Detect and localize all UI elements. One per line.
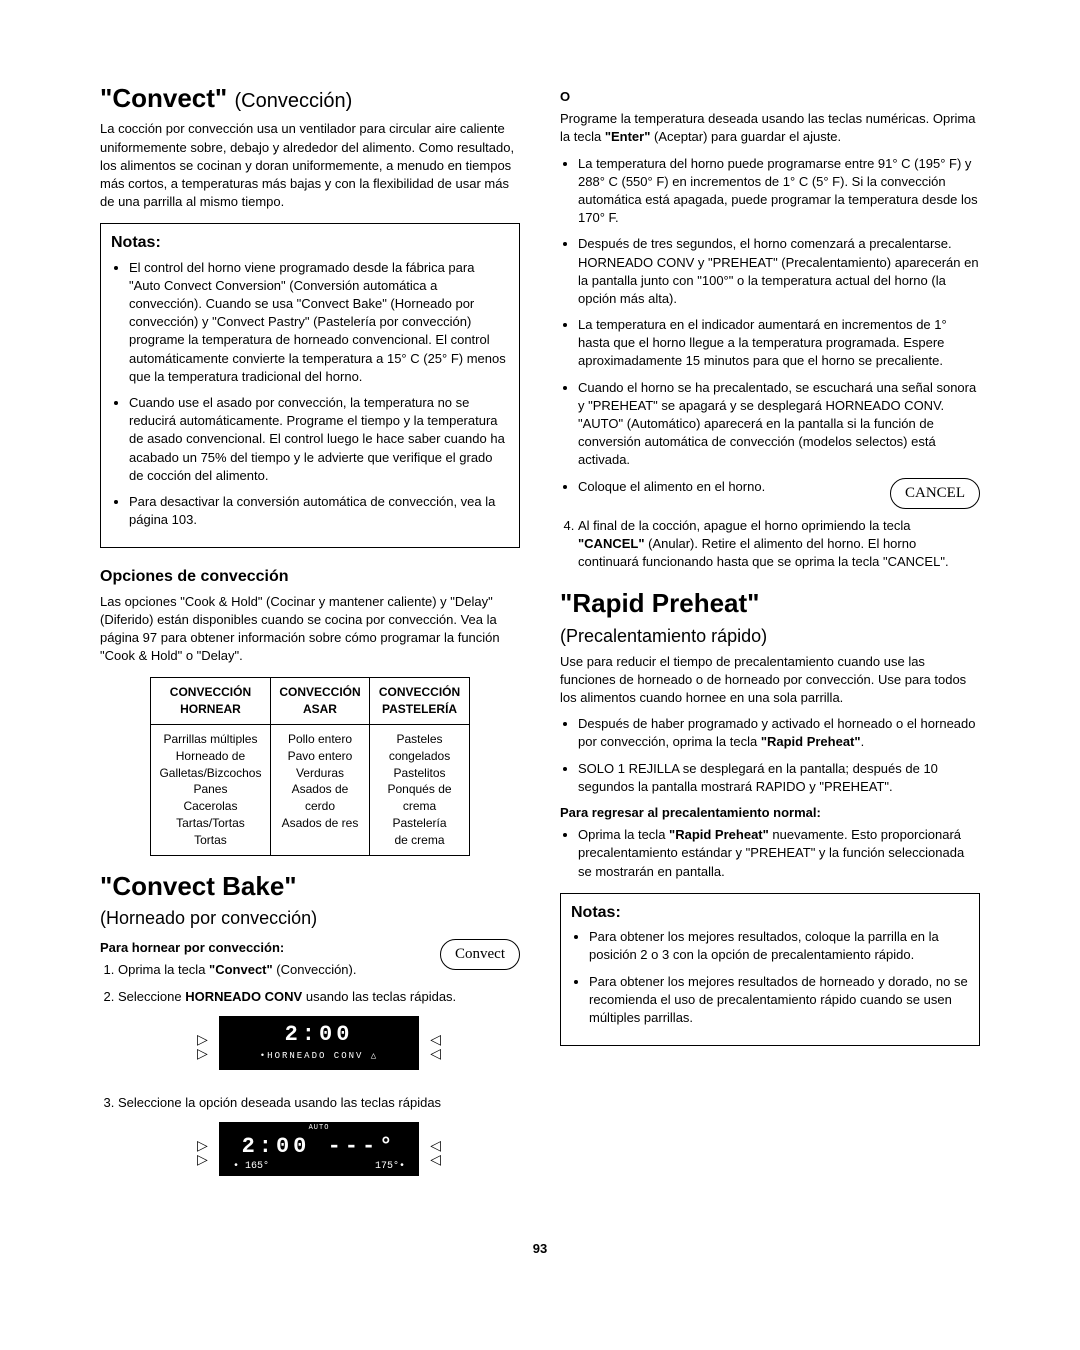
- table-header: CONVECCIÓN ASAR: [270, 678, 369, 725]
- rapid-title: "Rapid Preheat": [560, 588, 759, 618]
- step-2: Seleccione HORNEADO CONV usando las tecl…: [118, 988, 520, 1076]
- display-temp-right: 175°•: [375, 1160, 405, 1174]
- display-temp-left: • 165°: [233, 1160, 269, 1174]
- bullet-text: Coloque el alimento en el horno.: [578, 479, 765, 494]
- right-arrows-icon: ◁◁: [430, 1138, 441, 1166]
- display-time: 2:00: [285, 1024, 354, 1046]
- nota-item: Para obtener los mejores resultados de h…: [589, 973, 969, 1028]
- convection-table: CONVECCIÓN HORNEAR CONVECCIÓN ASAR CONVE…: [150, 677, 470, 855]
- table-header: CONVECCIÓN PASTELERÍA: [370, 678, 470, 725]
- left-arrows-icon: ▷▷: [197, 1138, 208, 1166]
- right-arrows-icon: ◁◁: [430, 1032, 441, 1060]
- notas-heading: Notas:: [571, 902, 969, 924]
- notas-list: Para obtener los mejores resultados, col…: [589, 928, 969, 1027]
- nota-item: Para obtener los mejores resultados, col…: [589, 928, 969, 964]
- display-screen: 2:00 •HORNEADO CONV △: [219, 1016, 419, 1070]
- step-text: Seleccione: [118, 989, 185, 1004]
- convect-bake-section: "Convect Bake" (Horneado por convección)…: [100, 868, 520, 1182]
- step-text: Seleccione la opción deseada usando las …: [118, 1095, 441, 1110]
- convect-subtitle: (Convección): [234, 90, 352, 112]
- step-text: (Convección).: [273, 962, 357, 977]
- table-cell: Pasteles congelados Pastelitos Ponqués d…: [370, 725, 470, 856]
- right-column: O Programe la temperatura deseada usando…: [560, 80, 980, 1200]
- table-cell: Parrillas múltiples Horneado de Galletas…: [151, 725, 271, 856]
- convect-title-text: "Convect": [100, 83, 227, 113]
- step-text: Al final de la cocción, apague el horno …: [578, 518, 910, 533]
- page-columns: "Convect" (Convección) La cocción por co…: [100, 80, 980, 1200]
- rapid-subtitle: (Precalentamiento rápido): [560, 624, 980, 649]
- notas-heading: Notas:: [111, 232, 509, 254]
- opciones-text: Las opciones "Cook & Hold" (Cocinar y ma…: [100, 593, 520, 666]
- step-4: Al final de la cocción, apague el horno …: [578, 517, 980, 572]
- bullet-text2: .: [861, 734, 865, 749]
- convect-bake-subtitle: (Horneado por convección): [100, 906, 520, 931]
- para-hornear-row: Convect Para hornear por convección:: [100, 939, 520, 957]
- nota-item: El control del horno viene programado de…: [129, 259, 509, 386]
- rapid-bullets: Después de haber programado y activado e…: [578, 715, 980, 796]
- display-time: 2:00 ---°: [242, 1136, 397, 1158]
- o-bullets: La temperatura del horno puede programar…: [578, 155, 980, 509]
- step-bold: "Convect": [209, 962, 273, 977]
- bullet-item: SOLO 1 REJILLA se desplegará en la panta…: [578, 760, 980, 796]
- left-arrows-icon: ▷▷: [197, 1032, 208, 1060]
- convect-notas-box: Notas: El control del horno viene progra…: [100, 223, 520, 548]
- bullet-bold: "Rapid Preheat": [761, 734, 861, 749]
- step-text: usando las teclas rápidas.: [302, 989, 456, 1004]
- bullet-item: Cuando el horno se ha precalentado, se e…: [578, 379, 980, 470]
- bullet-item: La temperatura del horno puede programar…: [578, 155, 980, 228]
- nota-text: Para desactivar la conversión automática…: [129, 494, 495, 527]
- display-panel-2: ▷▷ AUTO 2:00 ---° • 165° 175°• ◁◁: [189, 1122, 449, 1182]
- convect-bake-title: "Convect Bake": [100, 871, 297, 901]
- opciones-heading: Opciones de convección: [100, 566, 520, 588]
- o-intro: Programe la temperatura deseada usando l…: [560, 110, 980, 146]
- nota-text: El control del horno viene programado de…: [129, 260, 506, 384]
- cancel-button[interactable]: CANCEL: [890, 478, 980, 509]
- convect-bake-steps: Oprima la tecla "Convect" (Convección). …: [118, 961, 520, 1182]
- step-bold: HORNEADO CONV: [185, 989, 302, 1004]
- nota-item: Cuando use el asado por convección, la t…: [129, 394, 509, 485]
- bullet-item: Después de haber programado y activado e…: [578, 715, 980, 751]
- bullet-text: Oprima la tecla: [578, 827, 669, 842]
- nota-text: Cuando use el asado por convección, la t…: [129, 395, 505, 483]
- bullet-item: La temperatura en el indicador aumentará…: [578, 316, 980, 371]
- page-number: 93: [100, 1240, 980, 1258]
- table-cell: Pollo entero Pavo entero Verduras Asados…: [270, 725, 369, 856]
- rapid-notas-box: Notas: Para obtener los mejores resultad…: [560, 893, 980, 1046]
- nota-item: Para desactivar la conversión automática…: [129, 493, 509, 529]
- left-column: "Convect" (Convección) La cocción por co…: [100, 80, 520, 1200]
- regresar-list: Oprima la tecla "Rapid Preheat" nuevamen…: [578, 826, 980, 881]
- convect-intro: La cocción por convección usa un ventila…: [100, 120, 520, 211]
- convect-button[interactable]: Convect: [440, 939, 520, 970]
- display-mode: •HORNEADO CONV △: [260, 1050, 378, 1063]
- bullet-item: CANCEL Coloque el alimento en el horno.: [578, 478, 980, 509]
- table-header: CONVECCIÓN HORNEAR: [151, 678, 271, 725]
- display-panel-1: ▷▷ 2:00 •HORNEADO CONV △ ◁◁: [189, 1016, 449, 1076]
- bullet-item: Oprima la tecla "Rapid Preheat" nuevamen…: [578, 826, 980, 881]
- o-heading: O: [560, 88, 980, 106]
- display-screen: AUTO 2:00 ---° • 165° 175°•: [219, 1122, 419, 1176]
- step-3: Seleccione la opción deseada usando las …: [118, 1094, 520, 1182]
- notas-list: El control del horno viene programado de…: [129, 259, 509, 530]
- bullet-item: Después de tres segundos, el horno comen…: [578, 235, 980, 308]
- display-auto: AUTO: [309, 1124, 330, 1134]
- convect-title: "Convect" (Convección): [100, 83, 352, 113]
- step-text: Oprima la tecla: [118, 962, 209, 977]
- o-intro-bold: "Enter": [605, 129, 651, 144]
- display-bottom: • 165° 175°•: [219, 1160, 419, 1174]
- regresar-heading: Para regresar al precalentamiento normal…: [560, 804, 980, 822]
- rapid-preheat-section: "Rapid Preheat" (Precalentamiento rápido…: [560, 585, 980, 1046]
- step-bold: "CANCEL": [578, 536, 645, 551]
- continued-steps: Al final de la cocción, apague el horno …: [578, 517, 980, 572]
- rapid-intro: Use para reducir el tiempo de precalenta…: [560, 653, 980, 708]
- convect-section: "Convect" (Convección) La cocción por co…: [100, 80, 520, 856]
- o-intro-text2: (Aceptar) para guardar el ajuste.: [650, 129, 841, 144]
- bullet-bold: "Rapid Preheat": [669, 827, 769, 842]
